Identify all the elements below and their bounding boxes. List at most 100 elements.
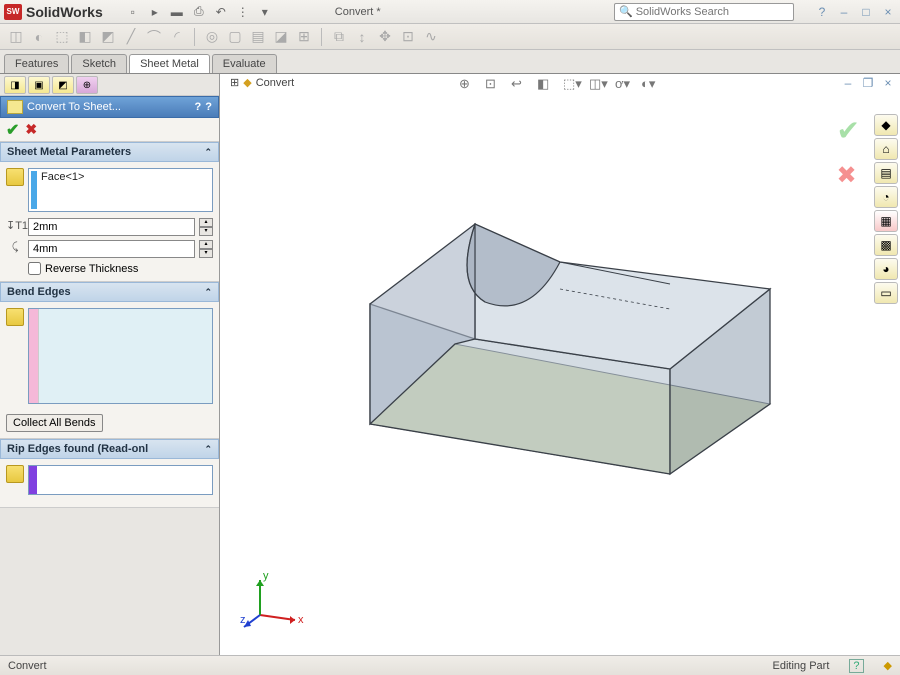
tab-evaluate[interactable]: Evaluate	[212, 54, 277, 73]
app-name: SolidWorks	[26, 4, 103, 20]
corner-ok-icon[interactable]: ✔	[837, 114, 860, 147]
collapse-icon[interactable]: ⌃	[204, 147, 212, 158]
tp-library-icon[interactable]: ⌂	[874, 138, 898, 160]
title-bar: SW SolidWorks ▫ ▸ ▬ ⎙ ↶ ⋮ ▾ Convert * 🔍 …	[0, 0, 900, 24]
tool-move-icon[interactable]: ✥	[375, 27, 395, 47]
vp-minimize-icon[interactable]: –	[840, 76, 856, 90]
undo-icon[interactable]: ↶	[211, 3, 231, 21]
fm-tab-config-icon[interactable]: ◩	[52, 76, 74, 94]
tab-features[interactable]: Features	[4, 54, 69, 73]
open-icon[interactable]: ▸	[145, 3, 165, 21]
feature-manager-tabs: ◨ ▣ ◩ ⊕	[0, 74, 219, 96]
print-icon[interactable]: ⎙	[189, 3, 209, 21]
pm-ok-button[interactable]: ✔	[6, 120, 19, 140]
tool-sweep-icon[interactable]: ⬚	[52, 27, 72, 47]
radius-up-icon[interactable]: ▴	[199, 240, 213, 249]
bend-select-icon[interactable]	[6, 308, 24, 326]
tool-pattern-icon[interactable]: ⊞	[294, 27, 314, 47]
tool-loft-icon[interactable]: ◧	[75, 27, 95, 47]
corner-cancel-icon[interactable]: ✖	[837, 161, 860, 190]
tool-shell-icon[interactable]: ▢	[225, 27, 245, 47]
thickness-down-icon[interactable]: ▾	[199, 227, 213, 236]
tp-doc-icon[interactable]: ▭	[874, 282, 898, 304]
status-help-icon[interactable]: ?	[849, 659, 863, 673]
close-icon[interactable]: ×	[880, 5, 896, 19]
flyout-tree[interactable]: ⊞ ◆ Convert	[230, 76, 294, 89]
search-input[interactable]	[636, 6, 786, 18]
new-icon[interactable]: ▫	[123, 3, 143, 21]
fm-tab-property-icon[interactable]: ▣	[28, 76, 50, 94]
section-view-icon[interactable]: ◧	[537, 76, 557, 94]
pm-help-icon[interactable]: ?	[205, 101, 212, 113]
tool-revolve-icon[interactable]: ◐	[29, 27, 49, 47]
search-box[interactable]: 🔍	[614, 3, 794, 21]
section-rip-edges[interactable]: Rip Edges found (Read-onl ⌃	[0, 439, 219, 459]
scene-icon[interactable]: ◐▾	[641, 76, 661, 94]
thickness-up-icon[interactable]: ▴	[199, 218, 213, 227]
radius-down-icon[interactable]: ▾	[199, 249, 213, 258]
bend-edges-box[interactable]	[28, 308, 213, 404]
face-select-icon[interactable]	[6, 168, 24, 186]
section-bend-body: Collect All Bends	[0, 302, 219, 439]
tp-search-icon[interactable]: ◔	[874, 186, 898, 208]
collapse-icon[interactable]: ⌃	[204, 287, 212, 298]
tool-ref-icon[interactable]: ⊡	[398, 27, 418, 47]
tool-curve-icon[interactable]: ∿	[421, 27, 441, 47]
vp-restore-icon[interactable]: ❐	[860, 76, 876, 90]
svg-text:z: z	[240, 614, 246, 626]
pm-cancel-button[interactable]: ✖	[25, 121, 37, 138]
vp-close-icon[interactable]: ×	[880, 76, 896, 90]
tree-root-label: Convert	[256, 77, 295, 89]
section-bend-edges[interactable]: Bend Edges ⌃	[0, 282, 219, 302]
bend-radius-input[interactable]	[28, 240, 195, 258]
rip-select-icon[interactable]	[6, 465, 24, 483]
svg-text:y: y	[263, 570, 269, 582]
save-icon[interactable]: ▬	[167, 3, 187, 21]
rebuild-icon[interactable]: ▾	[255, 3, 275, 21]
thickness-input[interactable]	[28, 218, 195, 236]
collect-all-bends-button[interactable]: Collect All Bends	[6, 414, 103, 432]
tp-explorer-icon[interactable]: ▤	[874, 162, 898, 184]
tool-rib-icon[interactable]: ▤	[248, 27, 268, 47]
tp-view-palette-icon[interactable]: ▦	[874, 210, 898, 232]
reverse-thickness-checkbox[interactable]	[28, 262, 41, 275]
tp-appearances-icon[interactable]: ▩	[874, 234, 898, 256]
help-icon[interactable]: ?	[814, 5, 830, 19]
zoom-area-icon[interactable]: ⊡	[485, 76, 505, 94]
tool-scale-icon[interactable]: ↕	[352, 27, 372, 47]
view-triad[interactable]: x y z	[240, 565, 310, 635]
prev-view-icon[interactable]: ↩	[511, 76, 531, 94]
redo-icon[interactable]: ⋮	[233, 3, 253, 21]
tp-resources-icon[interactable]: ◆	[874, 114, 898, 136]
status-rebuild-icon[interactable]: ◆	[884, 659, 892, 672]
maximize-icon[interactable]: □	[858, 5, 874, 19]
tool-hole-icon[interactable]: ◎	[202, 27, 222, 47]
collapse-icon[interactable]: ⌃	[204, 444, 212, 455]
view-heads-up-toolbar: ⊕ ⊡ ↩ ◧ ⬚▾ ◫▾ ơ▾ ◐▾	[220, 74, 900, 96]
face-selection-box[interactable]: Face<1>	[28, 168, 213, 212]
graphics-viewport[interactable]: ⊕ ⊡ ↩ ◧ ⬚▾ ◫▾ ơ▾ ◐▾ – ❐ × ⊞ ◆ Convert ✔ …	[220, 74, 900, 655]
fm-tab-dim-icon[interactable]: ⊕	[76, 76, 98, 94]
tab-sheet-metal[interactable]: Sheet Metal	[129, 54, 210, 73]
tool-mirror-icon[interactable]: ⧉	[329, 27, 349, 47]
tool-fillet-icon[interactable]: ◜	[167, 27, 187, 47]
hide-show-icon[interactable]: ơ▾	[615, 76, 635, 94]
tool-cube-icon[interactable]: ◫	[6, 27, 26, 47]
section-params-body: Face<1> ↧T1 ▴ ▾ ⤹ ▴ ▾	[0, 162, 219, 282]
tree-expand-icon[interactable]: ⊞	[230, 76, 239, 89]
tool-cut-icon[interactable]: ◩	[98, 27, 118, 47]
rip-edges-box[interactable]	[28, 465, 213, 495]
zoom-fit-icon[interactable]: ⊕	[459, 76, 479, 94]
tab-sketch[interactable]: Sketch	[71, 54, 127, 73]
command-manager-tabs: Features Sketch Sheet Metal Evaluate	[0, 50, 900, 74]
pm-pin-icon[interactable]: ?	[195, 101, 202, 113]
display-style-icon[interactable]: ◫▾	[589, 76, 609, 94]
tool-arc-icon[interactable]: ⌒	[144, 27, 164, 47]
tool-draft-icon[interactable]: ◪	[271, 27, 291, 47]
view-orient-icon[interactable]: ⬚▾	[563, 76, 583, 94]
tool-line-icon[interactable]: ╱	[121, 27, 141, 47]
fm-tab-feature-tree-icon[interactable]: ◨	[4, 76, 26, 94]
tp-custom-icon[interactable]: ◕	[874, 258, 898, 280]
minimize-icon[interactable]: –	[836, 5, 852, 19]
section-sheet-metal-params[interactable]: Sheet Metal Parameters ⌃	[0, 142, 219, 162]
